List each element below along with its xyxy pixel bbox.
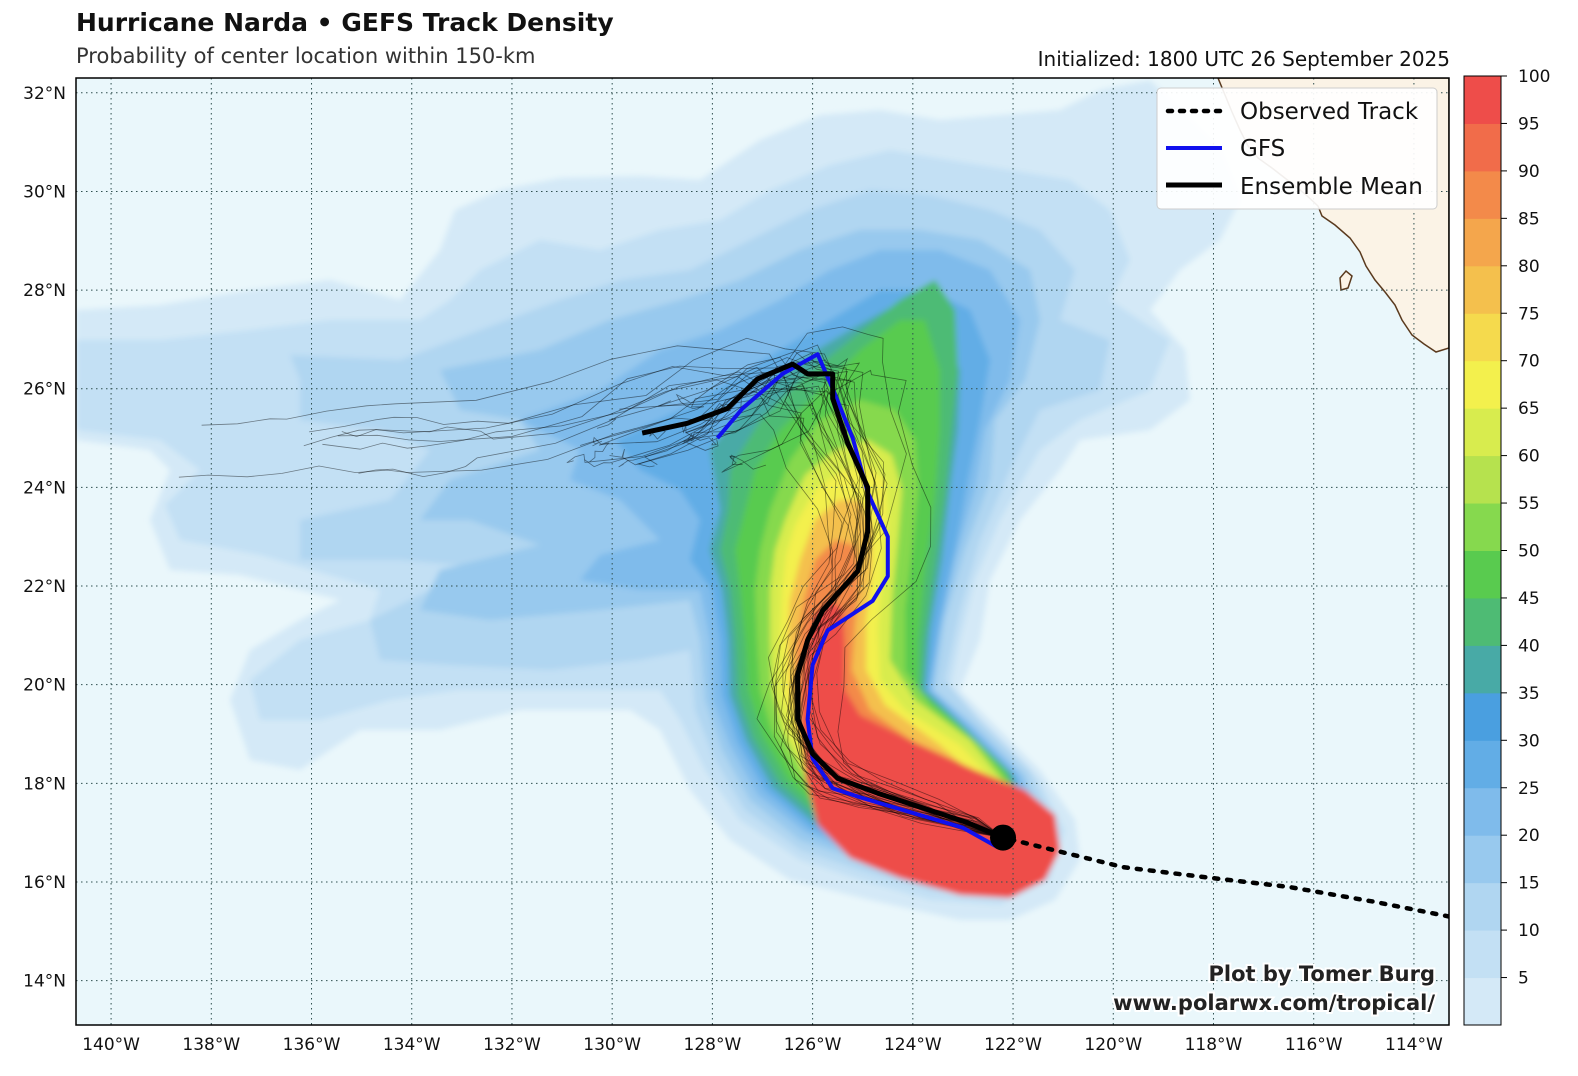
colorbar-segment bbox=[1464, 360, 1501, 409]
member-track bbox=[636, 390, 1004, 838]
colorbar-segment bbox=[1464, 930, 1501, 979]
initialized-time: Initialized: 1800 UTC 26 September 2025 bbox=[1037, 47, 1450, 71]
member-track bbox=[675, 326, 1004, 838]
lat-tick-label: 26°N bbox=[23, 380, 66, 400]
colorbar-segment bbox=[1464, 218, 1501, 267]
colorbar-label: 35 bbox=[1518, 684, 1540, 704]
colorbar-segment bbox=[1464, 550, 1501, 599]
longitude-tick-labels: 140°W 138°W 136°W 134°W 132°W 130°W 128°W 126°W… bbox=[82, 1035, 1443, 1055]
colorbar-segment bbox=[1464, 408, 1501, 457]
colorbar-segment bbox=[1464, 977, 1501, 1026]
lon-tick-label: 124°W bbox=[884, 1035, 942, 1055]
colorbar-label: 25 bbox=[1518, 779, 1540, 799]
colorbar-segment bbox=[1464, 740, 1501, 789]
member-track bbox=[322, 371, 1004, 838]
colorbar-segment bbox=[1464, 787, 1501, 836]
colorbar-label: 100 bbox=[1518, 67, 1550, 87]
colorbar-label: 85 bbox=[1518, 209, 1540, 229]
member-track bbox=[584, 378, 1004, 838]
colorbar-label: 45 bbox=[1518, 589, 1540, 609]
lon-tick-label: 118°W bbox=[1185, 1035, 1243, 1055]
colorbar-segment bbox=[1464, 692, 1501, 741]
lat-tick-label: 24°N bbox=[23, 478, 66, 498]
colorbar-segment bbox=[1464, 503, 1501, 551]
colorbar-label: 30 bbox=[1518, 731, 1540, 751]
lat-tick-label: 18°N bbox=[23, 774, 66, 794]
colorbar-label: 40 bbox=[1518, 636, 1540, 656]
lat-tick-label: 20°N bbox=[23, 676, 66, 696]
colorbar-label: 15 bbox=[1518, 874, 1540, 894]
lon-tick-label: 122°W bbox=[984, 1035, 1042, 1055]
lon-tick-label: 136°W bbox=[283, 1035, 341, 1055]
credit-author: Plot by Tomer Burg bbox=[1209, 962, 1436, 986]
lon-tick-label: 120°W bbox=[1084, 1035, 1142, 1055]
ensemble-mean-track-line bbox=[641, 361, 1004, 840]
lat-tick-label: 14°N bbox=[23, 972, 66, 992]
legend-box bbox=[1156, 87, 1438, 210]
colorbar-label: 80 bbox=[1518, 257, 1540, 277]
colorbar-label: 75 bbox=[1518, 304, 1540, 324]
colorbar-segment bbox=[1464, 313, 1501, 362]
map-frame bbox=[75, 77, 1450, 1026]
colorbar-label: 10 bbox=[1518, 921, 1540, 941]
lon-tick-label: 128°W bbox=[684, 1035, 742, 1055]
observed-track-line bbox=[1000, 835, 1449, 919]
island-cedros bbox=[1339, 269, 1353, 291]
legend-label-observed: Observed Track bbox=[1240, 99, 1419, 125]
colorbar-segment bbox=[1464, 123, 1501, 172]
member-track bbox=[309, 337, 1004, 838]
member-track bbox=[649, 357, 1004, 838]
density-100 bbox=[800, 600, 1060, 898]
member-track bbox=[303, 379, 1004, 838]
colorbar-label: 70 bbox=[1518, 352, 1540, 372]
colorbar-label: 55 bbox=[1518, 494, 1540, 514]
colorbar-segment bbox=[1464, 455, 1501, 504]
colorbar-labels: 5 10 15 20 25 30 35 40 45 50 55 60 65 70 75 80 85 90 95 100 bbox=[1501, 67, 1550, 989]
colorbar-label: 65 bbox=[1518, 399, 1540, 419]
latitude-tick-labels: 14°N 16°N 18°N 20°N 22°N 24°N 26°N 28°N 30°N 32°N bbox=[23, 84, 66, 992]
colorbar-label: 90 bbox=[1518, 162, 1540, 182]
lat-tick-label: 28°N bbox=[23, 281, 66, 301]
lon-tick-label: 116°W bbox=[1285, 1035, 1343, 1055]
lat-tick-label: 32°N bbox=[23, 84, 66, 104]
colorbar-label: 60 bbox=[1518, 447, 1540, 467]
gfs-track-line bbox=[715, 352, 999, 850]
member-track bbox=[358, 376, 1004, 838]
legend-label-gfs: GFS bbox=[1240, 136, 1285, 162]
lon-tick-label: 140°W bbox=[82, 1035, 140, 1055]
colorbar-segment bbox=[1464, 597, 1501, 646]
colorbar-segment bbox=[1464, 170, 1501, 219]
member-track bbox=[592, 381, 1004, 838]
colorbar bbox=[1464, 76, 1501, 1026]
chart-subtitle: Probability of center location within 15… bbox=[76, 44, 536, 68]
lon-tick-label: 134°W bbox=[383, 1035, 441, 1055]
colorbar-label: 5 bbox=[1518, 969, 1529, 989]
colorbar-segment bbox=[1464, 882, 1501, 931]
lon-tick-label: 126°W bbox=[784, 1035, 842, 1055]
colorbar-label: 95 bbox=[1518, 114, 1540, 134]
member-track bbox=[618, 392, 1004, 838]
credit-url: www.polarwx.com/tropical/ bbox=[1113, 991, 1435, 1015]
lat-tick-label: 22°N bbox=[23, 577, 66, 597]
legend: Observed Track GFS Ensemble Mean bbox=[1156, 87, 1438, 210]
colorbar-segment bbox=[1464, 76, 1501, 124]
colorbar-segment bbox=[1464, 835, 1501, 884]
colorbar-segment bbox=[1464, 265, 1501, 314]
member-track bbox=[579, 372, 1004, 838]
chart-title: Hurricane Narda • GEFS Track Density bbox=[76, 8, 614, 37]
colorbar-segment bbox=[1464, 645, 1501, 694]
current-position-marker bbox=[990, 824, 1017, 851]
lon-tick-label: 132°W bbox=[483, 1035, 541, 1055]
member-track bbox=[728, 369, 1004, 838]
lon-tick-label: 130°W bbox=[583, 1035, 641, 1055]
legend-label-mean: Ensemble Mean bbox=[1240, 174, 1423, 200]
colorbar-label: 20 bbox=[1518, 826, 1540, 846]
lat-tick-label: 30°N bbox=[23, 182, 66, 202]
lat-tick-label: 16°N bbox=[23, 873, 66, 893]
lon-tick-label: 138°W bbox=[182, 1035, 240, 1055]
member-track bbox=[589, 366, 1004, 838]
lon-tick-label: 114°W bbox=[1385, 1035, 1443, 1055]
colorbar-label: 50 bbox=[1518, 542, 1540, 562]
